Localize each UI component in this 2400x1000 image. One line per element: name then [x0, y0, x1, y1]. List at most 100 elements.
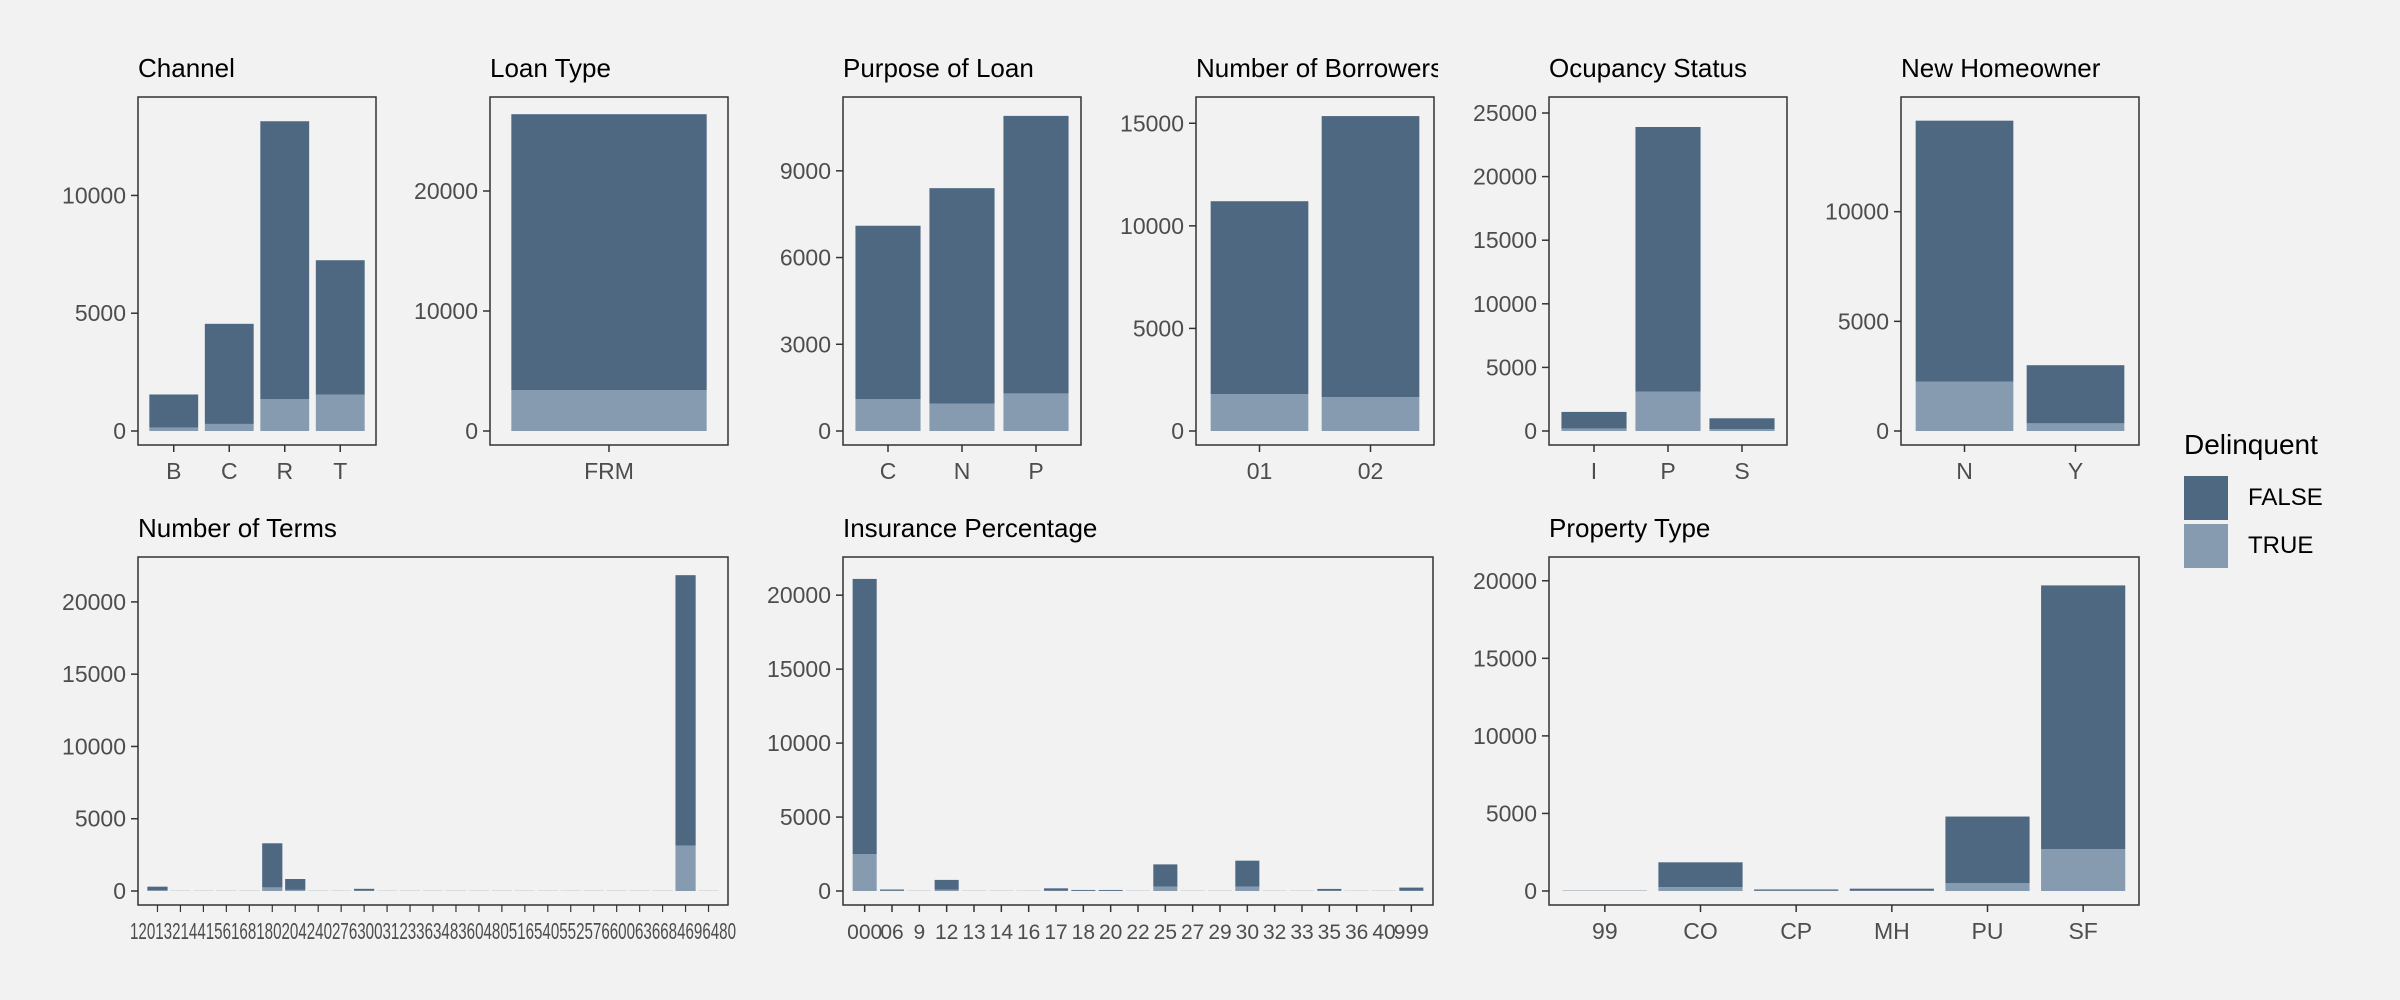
xtick-label-channel-r: R — [276, 458, 293, 484]
bar-ocupancy-status-i-true — [1561, 428, 1627, 431]
ytick-label-ocupancy-status-20000: 20000 — [1473, 164, 1537, 190]
xtick-label-insurance-percentage-16: 16 — [1017, 921, 1040, 944]
bar-number-of-terms-120-false — [147, 886, 168, 891]
legend: Delinquent FALSE TRUE — [2184, 428, 2384, 572]
xtick-label-insurance-percentage-29: 29 — [1208, 921, 1231, 944]
bar-number-of-borrowers-02-false — [1321, 116, 1420, 398]
bar-property-type-mh-false — [1849, 888, 1934, 891]
xtick-label-insurance-percentage-13: 13 — [962, 921, 985, 944]
bar-number-of-borrowers-01-false — [1210, 201, 1309, 395]
panel-border-number-of-borrowers — [1195, 96, 1435, 446]
ytick-label-new-homeowner-10000: 10000 — [1825, 199, 1889, 225]
ytick-label-channel-5000: 5000 — [75, 300, 126, 326]
ytick-label-number-of-borrowers-0: 0 — [1171, 418, 1184, 444]
xtick-label-channel-t: T — [333, 458, 347, 484]
bar-channel-c-true — [204, 423, 254, 431]
bar-insurance-percentage-17-false — [1043, 888, 1069, 891]
xtick-label-property-type-co: CO — [1683, 918, 1718, 944]
bar-number-of-terms-204-true — [285, 889, 306, 891]
ytick-label-ocupancy-status-15000: 15000 — [1473, 227, 1537, 253]
xtick-labels-number-of-terms: 1201321441561681802042402763003123363483… — [130, 918, 736, 944]
bar-insurance-percentage-000-true — [852, 854, 877, 891]
ytick-label-ocupancy-status-25000: 25000 — [1473, 100, 1537, 126]
panel-border-channel — [137, 96, 377, 446]
xtick-label-number-of-borrowers-02: 02 — [1358, 458, 1384, 484]
xtick-label-channel-c: C — [221, 458, 238, 484]
bar-channel-t-false — [315, 260, 365, 395]
bar-channel-r-false — [260, 121, 310, 400]
panel-border-new-homeowner — [1900, 96, 2140, 446]
bar-channel-t-true — [315, 394, 365, 431]
ytick-label-insurance-percentage-0: 0 — [818, 878, 831, 904]
xtick-label-insurance-percentage-32: 32 — [1263, 921, 1286, 944]
ytick-label-number-of-borrowers-10000: 10000 — [1120, 213, 1184, 239]
ytick-label-ocupancy-status-10000: 10000 — [1473, 291, 1537, 317]
ytick-label-purpose-of-loan-6000: 6000 — [780, 245, 831, 271]
bar-number-of-terms-180-true — [262, 887, 283, 891]
panel-title-new-homeowner: New Homeowner — [1901, 53, 2101, 83]
xtick-label-insurance-percentage-40: 40 — [1372, 921, 1395, 944]
ytick-label-number-of-borrowers-15000: 15000 — [1120, 110, 1184, 136]
bar-purpose-of-loan-c-false — [855, 225, 921, 400]
bar-property-type-co-false — [1658, 862, 1743, 888]
panel-title-insurance-percentage: Insurance Percentage — [843, 513, 1097, 543]
xtick-label-insurance-percentage-14: 14 — [990, 921, 1014, 944]
panel-border-number-of-terms — [137, 556, 729, 906]
xtick-label-purpose-of-loan-n: N — [954, 458, 971, 484]
legend-title: Delinquent — [2184, 429, 2318, 460]
panel-border-property-type — [1548, 556, 2140, 906]
bar-loan-type-frm-true — [511, 390, 707, 431]
ytick-label-new-homeowner-0: 0 — [1876, 418, 1889, 444]
panel-title-purpose-of-loan: Purpose of Loan — [843, 53, 1034, 83]
bar-new-homeowner-n-false — [1915, 120, 2014, 382]
xtick-label-insurance-percentage-000: 000 — [847, 921, 882, 944]
bar-number-of-terms-360b-false — [675, 575, 696, 846]
bar-ocupancy-status-p-false — [1635, 126, 1701, 392]
bar-property-type-cp-false — [1754, 889, 1839, 891]
ytick-label-channel-0: 0 — [113, 418, 126, 444]
bar-ocupancy-status-s-false — [1709, 418, 1775, 430]
xtick-label-ocupancy-status-s: S — [1734, 458, 1749, 484]
bar-number-of-borrowers-01-true — [1210, 394, 1309, 431]
ytick-label-number-of-terms-15000: 15000 — [62, 661, 126, 687]
ytick-label-purpose-of-loan-0: 0 — [818, 418, 831, 444]
bar-channel-b-false — [149, 394, 199, 428]
ytick-label-property-type-15000: 15000 — [1473, 645, 1537, 671]
bar-new-homeowner-y-true — [2026, 423, 2125, 431]
xtick-label-property-type-99: 99 — [1592, 918, 1618, 944]
bar-property-type-sf-true — [2041, 849, 2126, 891]
legend-swatch-true — [2184, 524, 2228, 568]
ytick-label-channel-10000: 10000 — [62, 182, 126, 208]
bar-number-of-terms-180-false — [262, 843, 283, 888]
legend-label-false: FALSE — [2248, 484, 2323, 511]
ytick-label-insurance-percentage-5000: 5000 — [780, 804, 831, 830]
bar-property-type-pu-true — [1945, 883, 2030, 891]
bar-insurance-percentage-20-false — [1098, 889, 1123, 891]
xtick-label-purpose-of-loan-c: C — [880, 458, 897, 484]
bar-insurance-percentage-18-false — [1071, 889, 1096, 891]
xtick-label-insurance-percentage-9: 9 — [913, 921, 925, 944]
xtick-label-number-of-borrowers-01: 01 — [1247, 458, 1273, 484]
bar-insurance-percentage-999-false — [1399, 887, 1424, 891]
bar-number-of-terms-360b-true — [675, 845, 696, 891]
bar-number-of-borrowers-02-true — [1321, 397, 1420, 431]
xtick-label-new-homeowner-y: Y — [2068, 458, 2083, 484]
bar-number-of-terms-120-true — [147, 890, 168, 891]
ytick-label-loan-type-20000: 20000 — [414, 178, 478, 204]
bar-property-type-sf-false — [2041, 585, 2126, 850]
bar-number-of-terms-300-false — [354, 888, 375, 891]
xtick-label-insurance-percentage-27: 27 — [1181, 921, 1204, 944]
bar-ocupancy-status-p-true — [1635, 391, 1701, 431]
bar-number-of-terms-204-false — [285, 879, 306, 890]
panel-title-property-type: Property Type — [1549, 513, 1710, 543]
bar-purpose-of-loan-p-true — [1003, 393, 1069, 431]
bar-purpose-of-loan-n-false — [929, 188, 995, 404]
bar-channel-r-true — [260, 399, 310, 431]
bar-insurance-percentage-30-false — [1235, 860, 1260, 887]
ytick-label-loan-type-0: 0 — [465, 418, 478, 444]
xtick-label-insurance-percentage-30: 30 — [1236, 921, 1259, 944]
xtick-label-ocupancy-status-p: P — [1660, 458, 1675, 484]
ytick-label-purpose-of-loan-3000: 3000 — [780, 331, 831, 357]
xtick-label-new-homeowner-n: N — [1956, 458, 1973, 484]
